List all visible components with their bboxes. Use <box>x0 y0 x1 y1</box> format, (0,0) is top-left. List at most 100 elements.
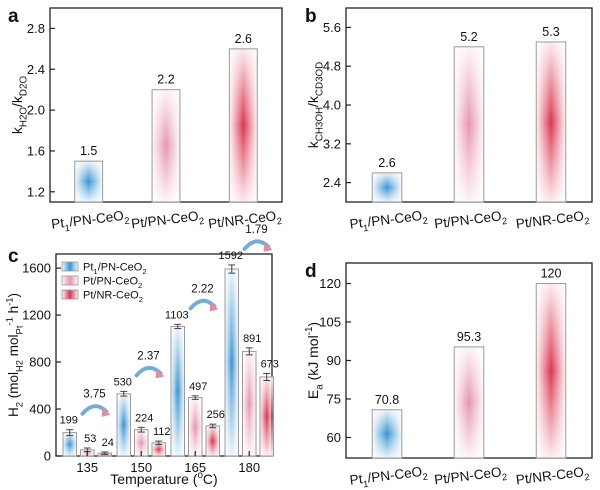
panel-b-ytick-label: 2.4 <box>323 175 341 190</box>
panel-b-ytick-label: 4.8 <box>323 59 341 74</box>
bar-c-pt-nr-ceo2-165 <box>205 425 220 457</box>
bar-c-pt-nr-ceo2-150 <box>151 442 166 457</box>
x-tick-label-c-180: 180 <box>238 460 260 475</box>
y-axis-title-d: Ea (kJ mol-1) <box>304 322 325 399</box>
legend-label-pt1-pn-ceo2: Pt1/PN-CeO2 <box>83 262 147 277</box>
value-label-b-pt1-pn-ceo2: 2.6 <box>378 156 395 170</box>
panel-a-ytick-label: 1.2 <box>27 184 45 199</box>
x-category-label-a-pt-nr-ceo2: Pt/NR-CeO2 <box>207 208 282 236</box>
bar-a-pt1-pn-ceo2 <box>74 160 104 203</box>
bar-c-pt-pn-ceo2-150 <box>134 429 149 457</box>
ratio-arrow-head <box>209 302 219 312</box>
bar-d-pt1-pn-ceo2 <box>371 409 403 459</box>
ratio-label-c-135: 3.75 <box>83 389 105 401</box>
value-label-c-pt-nr-ceo2-165: 256 <box>207 409 225 421</box>
error-bar-c-pt-nr-ceo2-135 <box>101 451 109 455</box>
bar-d-pt-pn-ceo2-shade <box>454 346 484 458</box>
bar-d-pt-nr-ceo2 <box>535 283 567 459</box>
value-label-d-pt-pn-ceo2: 95.3 <box>457 330 481 344</box>
bar-c-pt1-pn-ceo2-165 <box>170 325 185 457</box>
x-category-label-b-pt1-pn-ceo2: Pt1/PN-CeO2 <box>349 207 429 236</box>
y-axis-title-b: kCH3OH/kCD3OD <box>305 62 325 148</box>
bar-c-pt-pn-ceo2-165 <box>188 397 203 457</box>
bar-c-pt-pn-ceo2-180-shade <box>242 351 256 456</box>
panel-c-ytick-label: 0 <box>44 449 51 464</box>
panel-c-ytick-label: 1600 <box>22 261 51 276</box>
error-bar-c-pt1-pn-ceo2-135 <box>66 429 74 437</box>
panel-c-ytick-label: 1200 <box>22 308 51 323</box>
value-label-c-pt1-pn-ceo2-165: 1103 <box>165 309 189 321</box>
bar-c-pt1-pn-ceo2-150 <box>116 393 131 457</box>
error-bar-c-pt1-pn-ceo2-180 <box>228 264 236 274</box>
panel-letter-c: c <box>8 246 19 267</box>
error-bar-c-pt1-pn-ceo2-165 <box>174 323 182 330</box>
panel-b-ytick-label: 5.6 <box>323 20 341 35</box>
panel-d-ytick-label: 90 <box>327 353 341 368</box>
ratio-arrow-icon-165 <box>188 298 219 312</box>
bar-b-pt1-pn-ceo2-shade <box>372 172 402 202</box>
error-bar-c-pt-nr-ceo2-180 <box>263 372 271 381</box>
bar-c-pt-pn-ceo2-150-shade <box>134 429 148 456</box>
x-category-label-a-pt-pn-ceo2: Pt/PN-CeO2 <box>130 208 205 236</box>
chart-panel-b: 2.4 3.2 4.0 4.8 5.6 2.6 Pt1/PN-CeO2 5.2 Pt/PN-Ce… <box>305 7 593 236</box>
error-bar-c-pt-pn-ceo2-150 <box>137 426 145 433</box>
x-tick-label-c-150: 150 <box>130 460 152 475</box>
bar-b-pt1-pn-ceo2-outline <box>371 172 403 203</box>
value-label-c-pt-nr-ceo2-180: 673 <box>261 358 279 370</box>
panel-b-ytick-label: 4.0 <box>323 98 341 113</box>
value-label-c-pt1-pn-ceo2-180: 1592 <box>219 250 243 262</box>
ratio-label-c-150: 2.37 <box>137 350 159 362</box>
x-category-label-d-pt-nr-ceo2: Pt/NR-CeO2 <box>515 464 590 490</box>
value-label-b-pt-nr-ceo2: 5.3 <box>542 25 559 39</box>
bar-c-pt1-pn-ceo2-180 <box>224 268 239 457</box>
value-label-c-pt-pn-ceo2-135: 53 <box>84 433 96 445</box>
bar-c-pt-nr-ceo2-165-shade <box>206 425 220 456</box>
x-tick-label-c-165: 165 <box>184 460 206 475</box>
x-tick-label-c-135: 135 <box>76 460 98 475</box>
bar-b-pt-nr-ceo2 <box>535 41 567 203</box>
legend-label-pt-nr-ceo2: Pt/NR-CeO2 <box>83 290 143 305</box>
bar-b-pt-nr-ceo2-shade <box>536 41 566 203</box>
legend-swatch-pt1-pn-ceo2 <box>61 261 79 272</box>
legend-swatch-pt-nr-ceo2 <box>61 289 79 300</box>
bar-d-pt-nr-ceo2-outline <box>535 283 567 459</box>
bar-b-pt-pn-ceo2-outline <box>453 46 485 203</box>
value-label-a-pt-nr-ceo2: 2.6 <box>235 32 252 46</box>
x-category-label-d-pt1-pn-ceo2: Pt1/PN-CeO2 <box>349 463 429 490</box>
bar-a-pt-pn-ceo2-shade <box>152 89 180 202</box>
bar-d-pt-nr-ceo2-shade <box>536 283 566 458</box>
x-category-label-b-pt-pn-ceo2: Pt/PN-CeO2 <box>433 208 508 236</box>
error-bar-c-pt-nr-ceo2-150 <box>155 440 163 446</box>
bar-c-pt-pn-ceo2-165-shade <box>188 397 202 456</box>
ratio-arrow-icon-180 <box>242 239 273 252</box>
ratio-label-c-180: 1.79 <box>245 224 267 236</box>
bar-c-pt-nr-ceo2-180 <box>259 376 274 457</box>
value-label-c-pt-pn-ceo2-150: 224 <box>135 412 153 424</box>
panel-a-ytick-label: 2.0 <box>27 103 45 118</box>
legend-label-pt-pn-ceo2: Pt/PN-CeO2 <box>83 276 142 291</box>
ratio-label-c-165: 2.22 <box>191 283 213 295</box>
x-category-label-a-pt1-pn-ceo2: Pt1/PN-CeO2 <box>50 207 130 236</box>
panel-b-ytick-label: 3.2 <box>323 136 341 151</box>
bar-b-pt1-pn-ceo2 <box>371 172 403 203</box>
panel-d-ytick-label: 60 <box>327 430 341 445</box>
panel-d-ytick-label: 75 <box>327 391 341 406</box>
value-label-c-pt-nr-ceo2-135: 24 <box>102 437 114 449</box>
panel-letter-b: b <box>305 6 317 27</box>
bar-b-pt-nr-ceo2-outline <box>535 41 567 203</box>
bar-a-pt-nr-ceo2-outline <box>228 48 258 203</box>
error-bar-c-pt-pn-ceo2-165 <box>191 395 199 400</box>
chart-panel-d: 60 75 90 105 120 70.8 Pt1/PN-CeO2 95.3 Pt/PN-CeO… <box>304 262 593 490</box>
panel-d-ytick-label: 105 <box>319 315 341 330</box>
value-label-c-pt-pn-ceo2-165: 497 <box>189 381 207 393</box>
ratio-arrow-icon-135 <box>80 404 111 417</box>
bar-d-pt-pn-ceo2-outline <box>453 346 485 459</box>
value-label-b-pt-pn-ceo2: 5.2 <box>460 30 477 44</box>
value-label-c-pt-pn-ceo2-180: 891 <box>243 333 261 345</box>
value-label-a-pt1-pn-ceo2: 1.5 <box>80 144 97 158</box>
panel-d-ytick-label: 120 <box>319 276 341 291</box>
bar-a-pt1-pn-ceo2-outline <box>74 160 104 203</box>
bar-a-pt-pn-ceo2-outline <box>151 89 181 203</box>
